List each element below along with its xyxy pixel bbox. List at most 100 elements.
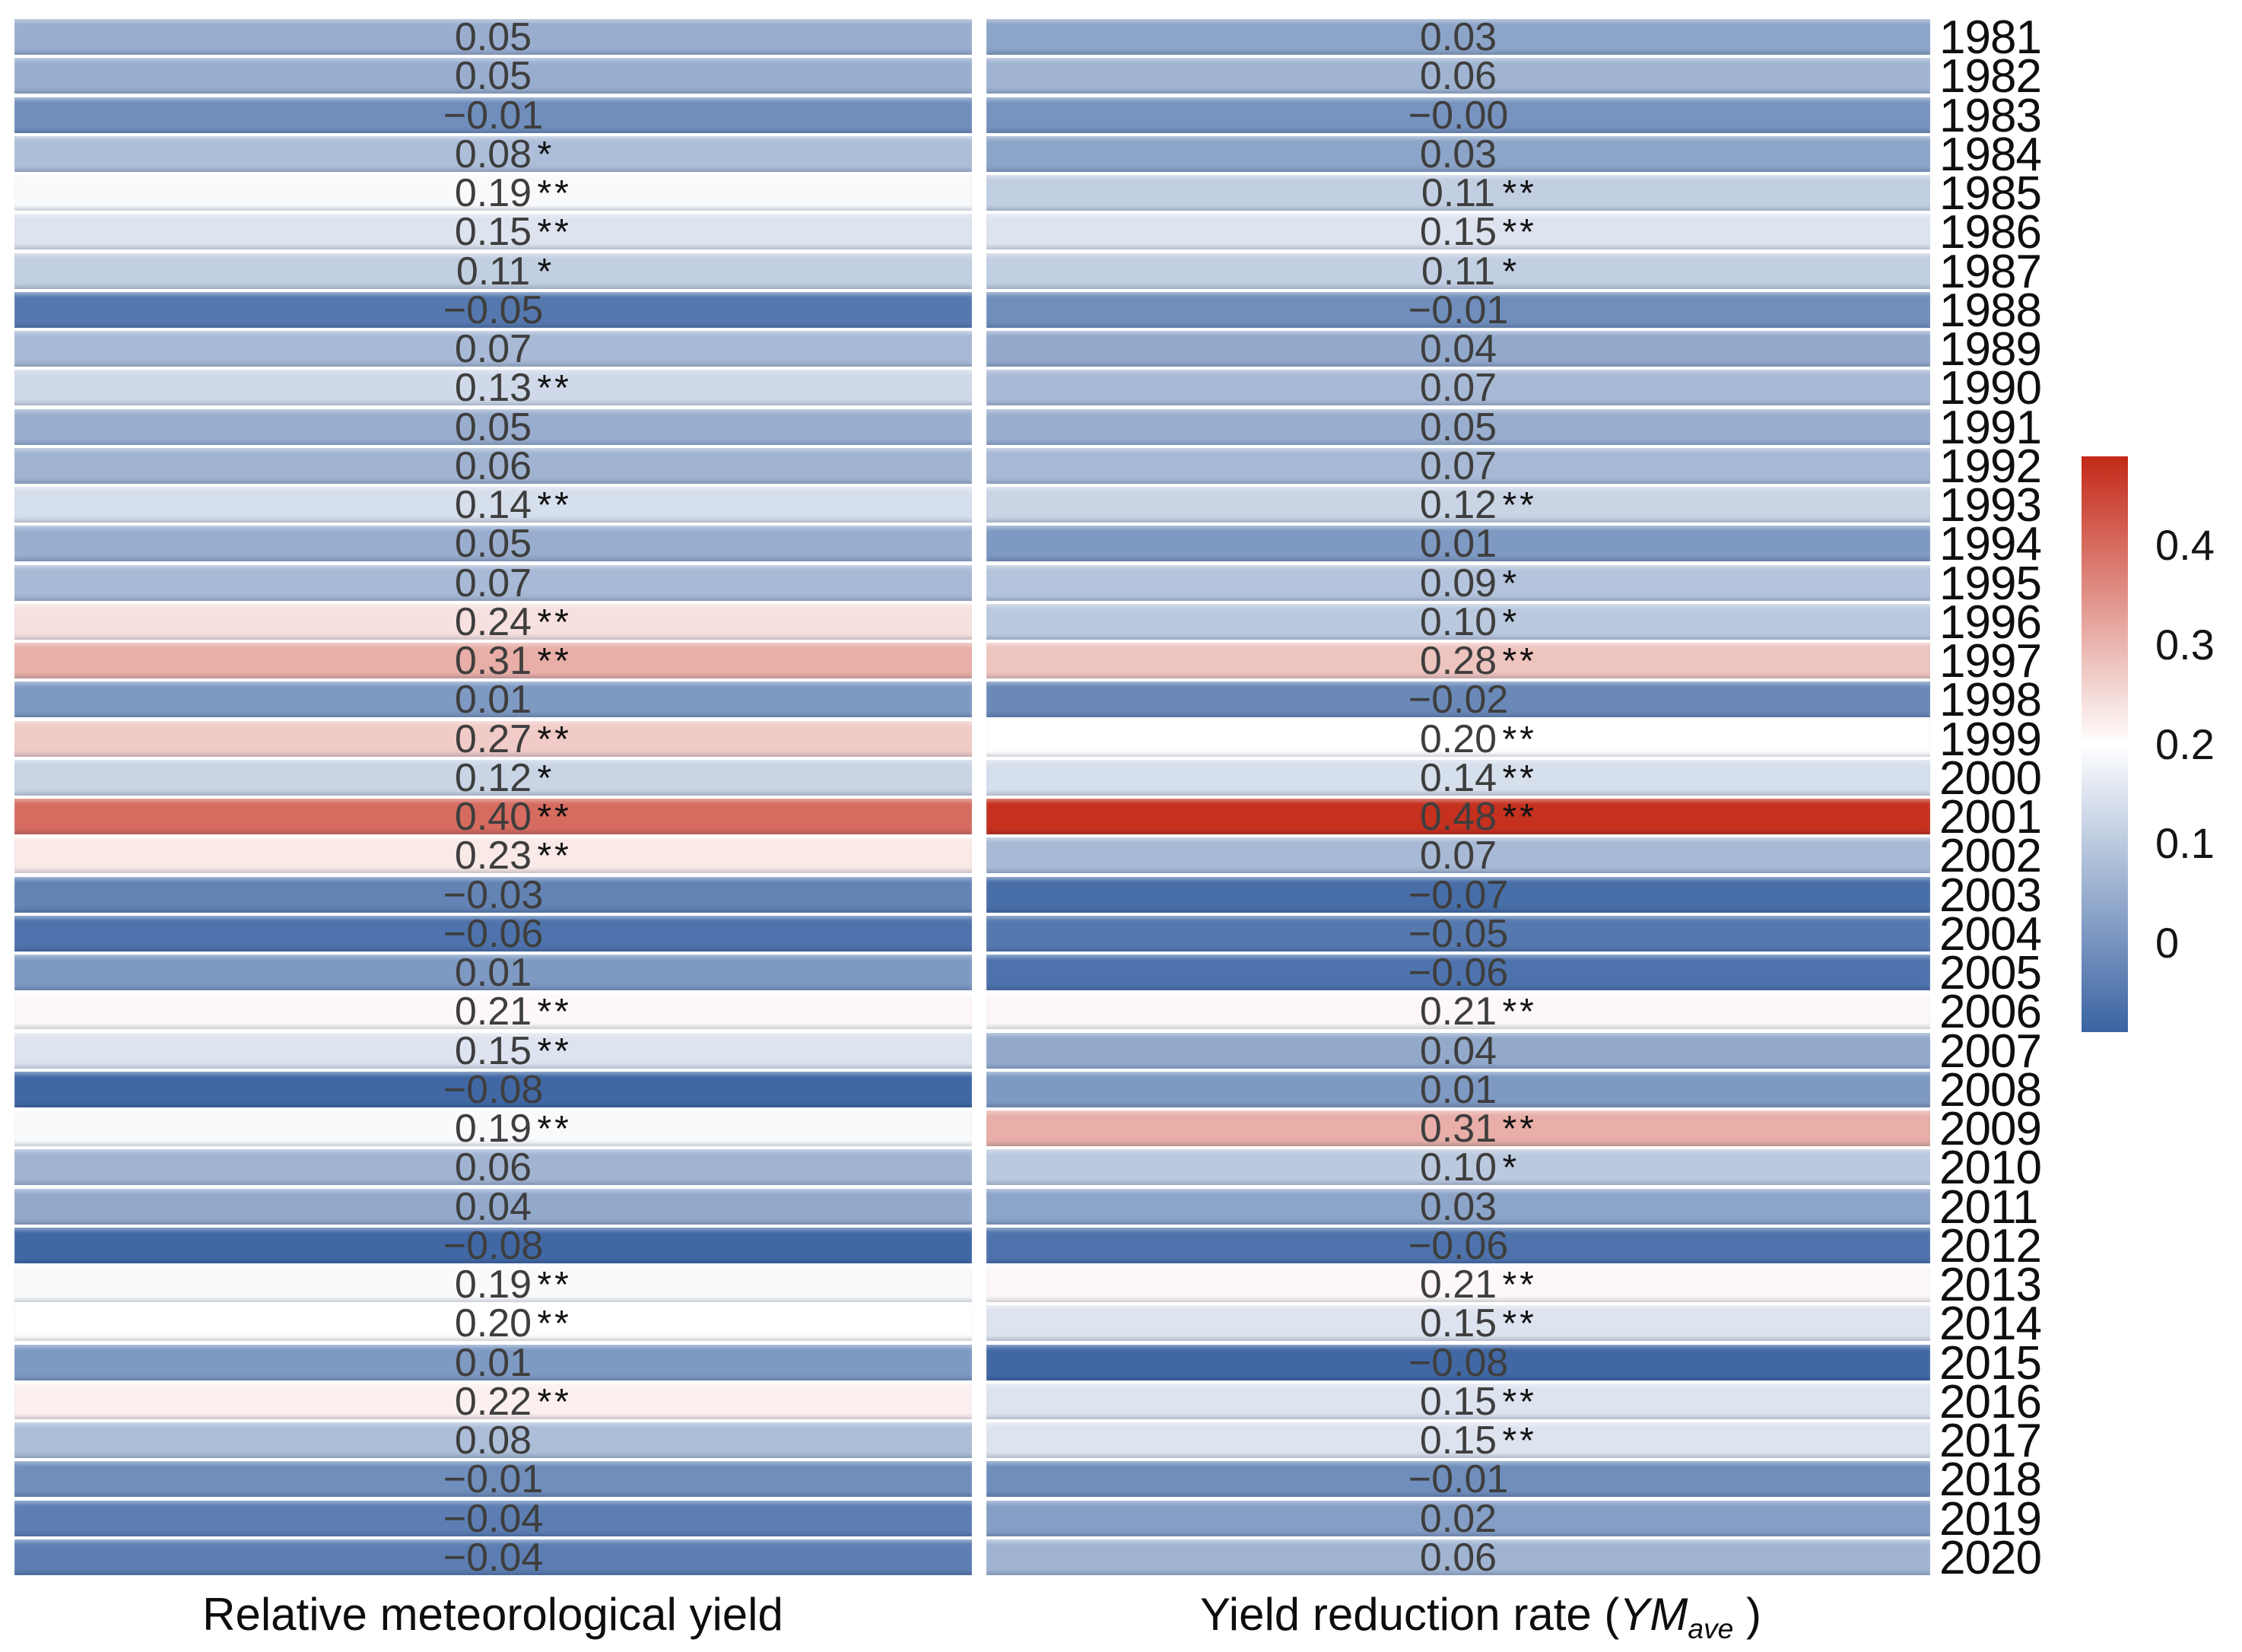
heatmap-cell-right: −0.08 — [986, 1340, 1930, 1385]
heatmap-cell-left: 0.14 ** — [14, 485, 972, 525]
cell-value: 0.08 — [454, 132, 532, 176]
cell-value: −0.08 — [1408, 1340, 1509, 1385]
table-row: 0.24 ** 0.10 * 1996 — [0, 599, 2084, 646]
significance-stars: ** — [537, 719, 572, 760]
cell-value: 0.19 — [454, 1107, 532, 1151]
cell-value: 0.03 — [1419, 132, 1497, 176]
heatmap-cell-right: −0.06 — [986, 953, 1930, 993]
heatmap-cell-right: −0.07 — [986, 875, 1930, 915]
table-row: 0.01 −0.08 2015 — [0, 1339, 2084, 1387]
heatmap-cell-left: 0.11 * — [14, 252, 972, 291]
cell-value: 0.02 — [1419, 1496, 1497, 1541]
heatmap-cell-right: 0.02 — [986, 1496, 1930, 1541]
heatmap-cell-right: 0.06 — [986, 1538, 1930, 1577]
cell-value: 0.14 — [1419, 755, 1497, 800]
significance-stars: * — [537, 134, 555, 175]
table-row: −0.04 0.06 2020 — [0, 1534, 2084, 1581]
cell-value: −0.04 — [443, 1535, 544, 1580]
heatmap-cell-left: 0.05 — [14, 408, 972, 447]
significance-stars: ** — [1502, 992, 1537, 1033]
cell-value: −0.08 — [443, 1223, 544, 1268]
heatmap-cell-left: 0.01 — [14, 1340, 972, 1385]
year-label: 2017 — [1939, 1415, 2042, 1467]
cell-value: 0.28 — [1419, 639, 1497, 683]
heatmap-cell-right: 0.09 * — [986, 563, 1930, 604]
cell-value: −0.02 — [1408, 678, 1509, 723]
table-row: 0.20 ** 0.15 ** 2014 — [0, 1301, 2084, 1348]
heatmap-cell-right: 0.14 ** — [986, 755, 1930, 800]
table-row: 0.06 0.10 * 2010 — [0, 1142, 2084, 1195]
significance-stars: ** — [537, 992, 572, 1033]
year-label: 2019 — [1939, 1492, 2042, 1546]
cell-value: 0.13 — [454, 366, 532, 411]
table-row: −0.01 −0.00 1983 — [0, 92, 2084, 139]
heatmap-cell-left: 0.19 ** — [14, 173, 972, 214]
heatmap-cell-left: 0.22 ** — [14, 1382, 972, 1422]
heatmap-cell-left: 0.15 ** — [14, 1031, 972, 1071]
significance-stars: ** — [537, 173, 572, 214]
significance-stars: ** — [537, 836, 572, 877]
table-row: −0.05 −0.01 1988 — [0, 287, 2084, 334]
table-row: 0.15 ** 0.15 ** 1986 — [0, 206, 2084, 259]
significance-stars: ** — [1502, 173, 1537, 214]
table-row: 0.19 ** 0.21 ** 2013 — [0, 1262, 2084, 1309]
year-label: 2005 — [1939, 947, 2042, 999]
heatmap-cell-right: 0.10 * — [986, 602, 1930, 642]
table-row: 0.12 * 0.14 ** 2000 — [0, 751, 2084, 805]
significance-stars: ** — [1502, 758, 1537, 799]
cell-value: −0.01 — [443, 93, 544, 138]
table-row: −0.03 −0.07 2003 — [0, 869, 2084, 922]
right-axis-label-italic: YM — [1619, 1589, 1688, 1640]
left-axis-label: Relative meteorological yield — [202, 1588, 783, 1641]
heatmap-cell-right: −0.06 — [986, 1226, 1930, 1266]
heatmap-cell-right: −0.02 — [986, 678, 1930, 723]
heatmap-cell-right: 0.01 — [986, 1067, 1930, 1112]
significance-stars: ** — [1502, 1421, 1537, 1461]
table-row: 0.01 −0.02 1998 — [0, 677, 2084, 724]
table-row: 0.05 0.01 1994 — [0, 521, 2084, 568]
heatmap-cell-right: 0.15 ** — [986, 1301, 1930, 1346]
heatmap-cell-right: 0.20 ** — [986, 720, 1930, 759]
significance-stars: * — [1502, 563, 1520, 604]
cell-value: 0.48 — [1419, 795, 1497, 839]
significance-stars: ** — [537, 641, 572, 681]
significance-stars: ** — [1502, 797, 1537, 837]
significance-stars: * — [1502, 251, 1520, 292]
cell-value: −0.06 — [443, 911, 544, 956]
year-label: 2003 — [1939, 869, 2042, 922]
heatmap-cell-left: 0.05 — [14, 56, 972, 96]
heatmap-cell-right: 0.03 — [986, 17, 1930, 57]
cell-value: 0.01 — [1419, 1067, 1497, 1112]
table-row: 0.21 ** 0.21 ** 2006 — [0, 989, 2084, 1036]
significance-stars: ** — [537, 212, 572, 253]
cell-value: 0.15 — [1419, 1301, 1497, 1346]
year-label: 1993 — [1939, 479, 2042, 532]
cell-value: 0.31 — [454, 639, 532, 683]
table-row: 0.11 * 0.11 * 1987 — [0, 248, 2084, 295]
table-row: 0.31 ** 0.28 ** 1997 — [0, 638, 2084, 685]
cell-value: 0.12 — [1419, 483, 1497, 527]
heatmap-cell-left: 0.07 — [14, 564, 972, 603]
year-label: 1989 — [1939, 323, 2042, 376]
year-label: 2010 — [1939, 1142, 2042, 1195]
heatmap-cell-right: 0.03 — [986, 132, 1930, 176]
year-label: 2002 — [1939, 830, 2042, 883]
significance-stars: ** — [537, 602, 572, 643]
cell-value: 0.01 — [454, 1340, 532, 1385]
heatmap-cell-left: 0.08 — [14, 1421, 972, 1460]
cell-value: −0.04 — [443, 1496, 544, 1541]
year-label: 2000 — [1939, 751, 2042, 805]
cell-value: 0.21 — [1419, 990, 1497, 1034]
cell-value: 0.15 — [1419, 1418, 1497, 1463]
cell-value: 0.10 — [1419, 1145, 1497, 1190]
significance-stars: ** — [537, 797, 572, 837]
heatmap-cell-right: 0.21 ** — [986, 1265, 1930, 1304]
significance-stars: * — [537, 758, 555, 799]
cell-value: 0.06 — [454, 1145, 532, 1190]
year-label: 1986 — [1939, 206, 2042, 259]
cell-value: 0.24 — [454, 599, 532, 644]
cell-value: 0.07 — [1419, 443, 1497, 488]
heatmap-cell-left: 0.05 — [14, 524, 972, 564]
year-label: 2016 — [1939, 1375, 2042, 1428]
